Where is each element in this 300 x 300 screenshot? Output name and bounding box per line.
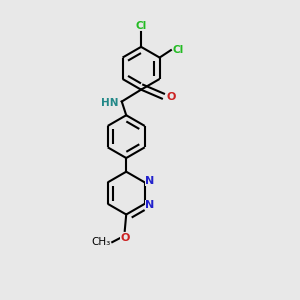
Text: N: N	[146, 200, 155, 210]
Text: N: N	[146, 176, 155, 186]
Text: HN: HN	[101, 98, 119, 108]
Text: Cl: Cl	[136, 21, 147, 32]
Text: O: O	[121, 233, 130, 243]
Text: CH₃: CH₃	[92, 237, 111, 247]
Text: O: O	[166, 92, 176, 102]
Text: Cl: Cl	[172, 44, 183, 55]
